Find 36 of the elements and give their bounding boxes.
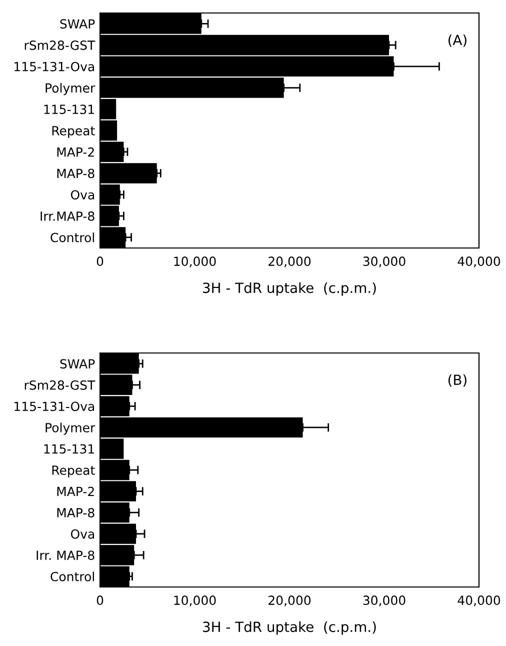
y-tick-label: MAP-2 [57,147,94,157]
y-tick-label: 115-131-Ova [14,402,94,412]
y-tick-label: 115-131-Ova [14,62,94,72]
y-tick-label: Control [50,232,94,242]
x-tick-label: 0 [96,256,104,266]
y-tick-label: Control [50,572,94,582]
x-tick-label: 30,000 [363,596,406,606]
annotation: (A) [448,34,466,47]
y-tick-label: Polymer [46,83,96,96]
x-tick-label: 10,000 [174,596,216,606]
y-tick-label: Repeat [52,126,95,138]
y-tick-label: Repeat [52,466,95,478]
x-tick-label: 30,000 [363,256,406,268]
annotation: (B) [448,374,466,387]
x-axis-title: 3H - TdR uptake (c.p.m.) [203,282,376,296]
y-tick-label: Irr. MAP-8 [36,550,94,560]
y-tick-label: Ova [70,190,94,200]
y-tick-label: SWAP [60,19,95,29]
y-tick-label: 115-131 [44,104,94,114]
y-tick-label: Ova [70,529,94,539]
y-tick-label: SWAP [60,359,95,369]
x-tick-label: 20,000 [268,256,311,268]
y-tick-label: Polymer [46,422,96,435]
y-tick-label: MAP-8 [57,508,94,518]
y-tick-label: rSm28-GST [24,380,96,390]
x-tick-label: 40,000 [458,596,500,606]
x-tick-label: 40,000 [458,256,500,268]
x-tick-label: 0 [96,596,104,606]
x-axis-title: 3H - TdR uptake (c.p.m.) [203,621,376,635]
y-tick-label: MAP-2 [57,486,94,496]
y-tick-label: MAP-8 [57,168,94,178]
x-tick-label: 10,000 [174,256,216,268]
y-tick-label: Irr.MAP-8 [40,211,94,221]
y-tick-label: 115-131 [44,444,94,454]
y-tick-label: rSm28-GST [24,40,96,50]
x-tick-label: 20,000 [268,596,311,606]
